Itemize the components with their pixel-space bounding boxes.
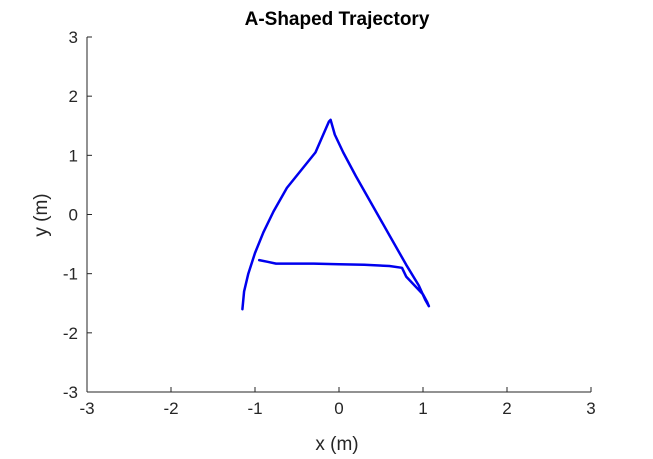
chart-title: A-Shaped Trajectory: [245, 9, 430, 30]
ticks: -3 -2 -1 0 1 2 3 -3 -2 -1 0 1 2 3: [63, 28, 596, 418]
y-tick-label: 0: [69, 206, 78, 225]
y-tick-label: 3: [69, 28, 78, 47]
x-tick-label: -1: [247, 399, 262, 418]
x-tick-label: -2: [163, 399, 178, 418]
axes: [86, 37, 591, 393]
y-axis-label: y (m): [31, 193, 52, 236]
x-tick-label: 3: [586, 399, 595, 418]
x-axis-label: x (m): [315, 434, 358, 455]
x-tick-label: 0: [334, 399, 343, 418]
y-tick-label: 2: [69, 87, 78, 106]
x-tick-label: 1: [418, 399, 427, 418]
x-tick-label: 2: [502, 399, 511, 418]
x-tick-label: -3: [79, 399, 94, 418]
y-tick-label: -1: [63, 265, 78, 284]
y-tick-label: -2: [63, 324, 78, 343]
y-tick-label: -3: [63, 383, 78, 402]
series: [241, 118, 431, 311]
y-tick-label: 1: [69, 146, 78, 165]
trajectory-line: [241, 118, 431, 311]
